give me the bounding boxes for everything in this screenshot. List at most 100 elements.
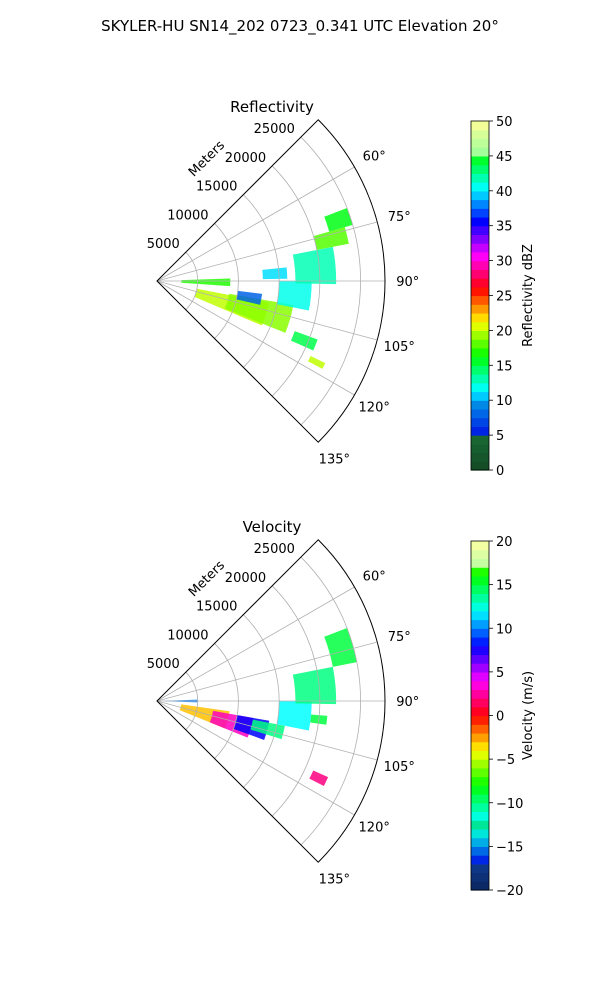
colorbar-step bbox=[471, 584, 489, 594]
colorbar-tick-label: 5 bbox=[496, 429, 504, 444]
colorbar-step bbox=[471, 767, 489, 778]
azimuth-spoke-0 bbox=[156, 586, 355, 702]
echo-cell-9 bbox=[309, 770, 329, 787]
colorbar-step bbox=[471, 435, 489, 445]
colorbar-step bbox=[471, 251, 489, 262]
colorbar-step bbox=[471, 802, 489, 813]
theta-tick-label: 75° bbox=[388, 630, 411, 645]
colorbar-step bbox=[471, 863, 489, 874]
colorbar-tick-label: 50 bbox=[496, 115, 513, 130]
colorbar-step bbox=[471, 706, 489, 717]
theta-tick-label: 75° bbox=[388, 210, 411, 225]
echo-cell-6 bbox=[324, 208, 353, 232]
colorbar-step bbox=[471, 382, 489, 393]
colorbar-step bbox=[471, 567, 489, 577]
colorbar-step bbox=[471, 846, 489, 856]
colorbar-step bbox=[471, 881, 489, 891]
velocity-title: Velocity bbox=[243, 518, 302, 536]
colorbar-step bbox=[471, 312, 489, 323]
colorbar-step bbox=[471, 663, 489, 673]
radial-tick-label: 20000 bbox=[225, 151, 266, 166]
colorbar-step bbox=[471, 610, 489, 621]
colorbar-step bbox=[471, 715, 489, 725]
colorbar-tick-label: −20 bbox=[496, 884, 523, 899]
azimuth-spoke-3 bbox=[156, 700, 378, 761]
echo-cell-5 bbox=[276, 701, 312, 731]
radial-tick-label: 15000 bbox=[196, 600, 237, 615]
radial-tick-label: 5000 bbox=[147, 237, 180, 252]
azimuth-spoke-4 bbox=[156, 700, 355, 816]
colorbar-step bbox=[471, 750, 489, 760]
colorbar-step bbox=[471, 732, 489, 743]
colorbar-step bbox=[471, 408, 489, 419]
colorbar-step bbox=[471, 855, 489, 865]
echo-cell-0 bbox=[181, 278, 231, 287]
colorbar-step bbox=[471, 820, 489, 830]
velocity-colorbar: −20 −15 −10 −5 0 5 10 15 20 Velocity (m/s) bbox=[470, 535, 536, 899]
colorbar-step bbox=[471, 443, 489, 454]
colorbar-step bbox=[471, 138, 489, 148]
azimuth-spoke-1 bbox=[156, 641, 378, 702]
colorbar-step bbox=[471, 339, 489, 349]
colorbar-step bbox=[471, 243, 489, 253]
colorbar-step bbox=[471, 593, 489, 603]
colorbar-tick-label: 45 bbox=[496, 150, 513, 165]
azimuth-spoke-4 bbox=[156, 280, 355, 396]
theta-tick-label: 135° bbox=[319, 872, 350, 887]
theta-tick-label: 120° bbox=[359, 400, 390, 415]
colorbar-tick-label: 10 bbox=[496, 622, 513, 637]
colorbar-step bbox=[471, 828, 489, 839]
colorbar-step bbox=[471, 164, 489, 174]
colorbar-step bbox=[471, 636, 489, 647]
velocity-polar-grid bbox=[156, 539, 386, 863]
colorbar-tick-label: 20 bbox=[496, 535, 513, 550]
colorbar-tick-label: 0 bbox=[496, 710, 504, 725]
colorbar-tick-label: 25 bbox=[496, 290, 513, 305]
sector-outline bbox=[156, 539, 386, 863]
radial-tick-label: 25000 bbox=[254, 122, 295, 137]
theta-tick-label: 120° bbox=[359, 820, 390, 835]
colorbar-step bbox=[471, 872, 489, 882]
colorbar-step bbox=[471, 182, 489, 192]
colorbar-tick-label: 15 bbox=[496, 579, 513, 594]
reflectivity-title: Reflectivity bbox=[230, 98, 314, 116]
colorbar-step bbox=[471, 759, 489, 769]
colorbar-step bbox=[471, 698, 489, 708]
radial-axis-label: Meters bbox=[186, 138, 228, 180]
colorbar-step bbox=[471, 452, 489, 462]
colorbar-tick-label: 15 bbox=[496, 359, 513, 374]
echo-cell-10 bbox=[307, 355, 326, 369]
reflectivity-echoes bbox=[181, 208, 353, 369]
colorbar-label: Reflectivity dBZ bbox=[521, 244, 536, 347]
colorbar-tick-label: 30 bbox=[496, 255, 513, 270]
radial-tick-label: 10000 bbox=[167, 628, 208, 643]
echo-cell-6 bbox=[292, 666, 337, 705]
colorbar-step bbox=[471, 347, 489, 358]
echo-cell-8 bbox=[262, 267, 288, 280]
colorbar-step bbox=[471, 689, 489, 699]
colorbar-step bbox=[471, 304, 489, 314]
theta-tick-label: 105° bbox=[384, 760, 415, 775]
colorbar-step bbox=[471, 575, 489, 586]
echo-cell-7 bbox=[313, 227, 349, 250]
colorbar-step bbox=[471, 286, 489, 297]
colorbar-step bbox=[471, 811, 489, 821]
radial-tick-label: 20000 bbox=[225, 571, 266, 586]
colorbar-tick-label: −15 bbox=[496, 840, 523, 855]
velocity-echoes bbox=[165, 628, 357, 787]
colorbar-step bbox=[471, 724, 489, 734]
colorbar-step bbox=[471, 234, 489, 244]
radial-tick-label: 15000 bbox=[196, 180, 237, 195]
theta-tick-label: 135° bbox=[319, 452, 350, 467]
colorbar-step bbox=[471, 671, 489, 682]
colorbar-step bbox=[471, 785, 489, 795]
colorbar-step bbox=[471, 558, 489, 568]
colorbar-step bbox=[471, 794, 489, 804]
colorbar-step bbox=[471, 216, 489, 227]
colorbar-step bbox=[471, 680, 489, 690]
reflectivity-colorbar: 0 5 10 15 20 25 30 35 40 45 50 Reflectivity dBZ bbox=[470, 115, 536, 479]
azimuth-spoke-3 bbox=[156, 280, 378, 341]
azimuth-spoke-1 bbox=[156, 221, 378, 282]
colorbar-step bbox=[471, 426, 489, 436]
colorbar-step bbox=[471, 295, 489, 305]
